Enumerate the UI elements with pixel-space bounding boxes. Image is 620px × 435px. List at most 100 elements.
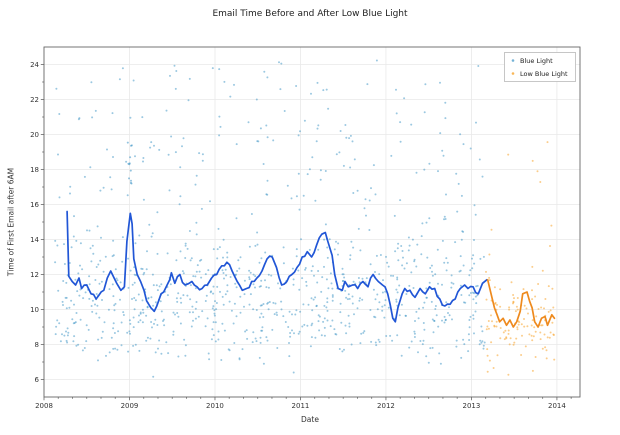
scatter-point xyxy=(195,221,198,224)
scatter-point xyxy=(486,370,489,373)
scatter-point xyxy=(480,341,483,344)
scatter-point xyxy=(381,305,384,308)
scatter-point xyxy=(127,257,130,260)
scatter-point xyxy=(337,253,339,256)
scatter-point xyxy=(72,340,75,343)
scatter-point xyxy=(108,288,111,291)
scatter-point xyxy=(333,248,336,251)
low-blue-light-legend-marker xyxy=(511,72,515,75)
scatter-point xyxy=(102,270,105,273)
scatter-point xyxy=(480,325,483,328)
scatter-point xyxy=(192,311,194,314)
scatter-point xyxy=(165,109,168,112)
scatter-point xyxy=(318,315,321,318)
scatter-point xyxy=(397,242,400,245)
scatter-point xyxy=(267,286,270,289)
scatter-point xyxy=(376,293,379,296)
scatter-point xyxy=(323,265,325,268)
scatter-point xyxy=(195,174,198,177)
scatter-point xyxy=(89,247,92,250)
scatter-point xyxy=(98,282,101,285)
scatter-point xyxy=(73,335,76,338)
scatter-point xyxy=(430,300,433,303)
scatter-point xyxy=(521,334,523,337)
scatter-point xyxy=(300,238,302,241)
scatter-point xyxy=(413,336,416,338)
scatter-point xyxy=(423,111,426,114)
scatter-point xyxy=(72,235,75,238)
scatter-point xyxy=(177,355,180,358)
scatter-point xyxy=(499,305,502,308)
scatter-point xyxy=(301,325,304,328)
scatter-point xyxy=(214,300,216,303)
scatter-point xyxy=(369,309,372,311)
scatter-point xyxy=(166,294,169,297)
scatter-point xyxy=(62,280,65,282)
scatter-point xyxy=(335,153,338,156)
scatter-point xyxy=(150,235,153,238)
scatter-point xyxy=(363,330,366,333)
scatter-point xyxy=(116,348,119,351)
scatter-point xyxy=(58,113,61,115)
scatter-point xyxy=(57,289,60,292)
scatter-point xyxy=(211,328,214,331)
scatter-point xyxy=(156,324,159,326)
scatter-point xyxy=(112,295,115,298)
scatter-point xyxy=(331,295,334,298)
scatter-point xyxy=(385,255,387,258)
scatter-point xyxy=(460,356,463,359)
scatter-point xyxy=(254,275,257,278)
scatter-point xyxy=(151,326,153,329)
scatter-point xyxy=(310,336,313,339)
scatter-point xyxy=(260,279,263,282)
scatter-point xyxy=(347,314,350,317)
scatter-point xyxy=(348,325,351,328)
scatter-point xyxy=(437,170,439,173)
scatter-point xyxy=(455,339,458,342)
scatter-point xyxy=(174,87,177,90)
scatter-point xyxy=(179,322,182,325)
scatter-point xyxy=(421,343,424,346)
scatter-point xyxy=(173,64,176,67)
scatter-point xyxy=(55,87,58,90)
scatter-point xyxy=(383,316,386,319)
scatter-point xyxy=(537,308,540,310)
scatter-point xyxy=(341,267,344,270)
scatter-point xyxy=(475,121,477,124)
scatter-point xyxy=(382,279,384,282)
scatter-point xyxy=(276,314,278,316)
scatter-point xyxy=(127,350,130,353)
scatter-point xyxy=(348,137,351,140)
scatter-point xyxy=(138,234,141,237)
scatter-point xyxy=(361,277,364,280)
scatter-point xyxy=(310,297,313,300)
scatter-point xyxy=(61,300,64,303)
scatter-point xyxy=(158,148,161,151)
scatter-point xyxy=(222,303,225,306)
scatter-point xyxy=(415,265,418,268)
scatter-point xyxy=(512,302,514,305)
scatter-point xyxy=(534,330,537,333)
scatter-point xyxy=(112,156,114,158)
scatter-point xyxy=(314,199,317,202)
scatter-point xyxy=(441,239,444,242)
scatter-point xyxy=(232,322,235,325)
scatter-point xyxy=(400,354,403,357)
scatter-point xyxy=(372,288,375,291)
scatter-point xyxy=(411,238,414,241)
scatter-point xyxy=(175,259,178,262)
scatter-point xyxy=(441,149,444,152)
scatter-point xyxy=(319,169,322,172)
scatter-point xyxy=(499,327,502,329)
scatter-point xyxy=(516,326,519,329)
scatter-point xyxy=(341,280,344,282)
scatter-point xyxy=(413,330,416,333)
scatter-point xyxy=(247,121,250,124)
scatter-point xyxy=(66,334,69,337)
scatter-point xyxy=(298,288,301,291)
scatter-point xyxy=(459,284,462,287)
scatter-point xyxy=(359,249,362,252)
scatter-point xyxy=(292,371,295,374)
scatter-point xyxy=(375,344,378,347)
scatter-point xyxy=(365,214,367,217)
